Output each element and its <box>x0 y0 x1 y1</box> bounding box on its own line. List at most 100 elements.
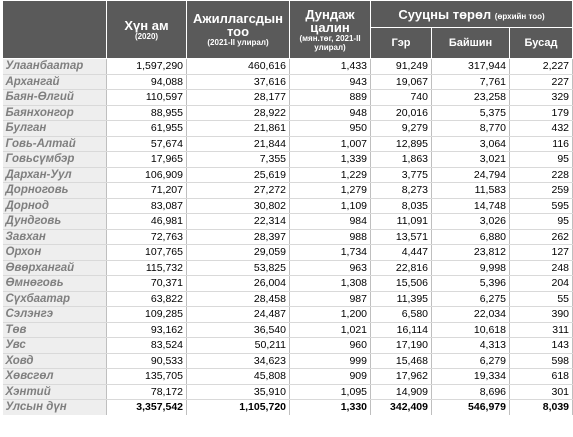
cell-other: 143 <box>509 337 573 354</box>
table-header: Хүн ам (2020) Ажиллагсдын тоо (2021-II у… <box>2 0 573 59</box>
cell-ger: 9,279 <box>370 120 432 137</box>
table-row: Завхан 72,763 28,397 988 13,571 6,880 262 <box>2 229 573 245</box>
cell-ger: 19,067 <box>370 74 432 90</box>
cell-building: 8,770 <box>431 120 510 137</box>
header-housing-sub: (өрхийн тоо) <box>494 11 545 21</box>
cell-other: 259 <box>509 182 573 199</box>
cell-other: 598 <box>509 353 573 369</box>
cell-wage: 1,200 <box>289 306 371 323</box>
cell-other: 95 <box>509 213 573 230</box>
cell-employed: 45,808 <box>186 368 290 385</box>
cell-employed: 25,619 <box>186 167 290 183</box>
table-row: Орхон 107,765 29,059 1,734 4,447 23,812 127 <box>2 244 573 261</box>
cell-population: 110,597 <box>106 89 187 106</box>
cell-employed: 7,355 <box>186 151 290 168</box>
cell-other: 204 <box>509 275 573 292</box>
cell-building: 11,583 <box>431 182 510 199</box>
cell-region: Ховд <box>2 353 107 369</box>
cell-other: 248 <box>509 260 573 276</box>
cell-ger: 6,580 <box>370 306 432 323</box>
cell-other: 2,227 <box>509 58 573 75</box>
table-row: Төв 93,162 36,540 1,021 16,114 10,618 311 <box>2 322 573 338</box>
cell-building: 3,026 <box>431 213 510 230</box>
cell-population: 83,524 <box>106 337 187 354</box>
cell-population: 88,955 <box>106 105 187 121</box>
cell-wage: 963 <box>289 260 371 276</box>
cell-ger: 11,091 <box>370 213 432 230</box>
cell-region: Төв <box>2 322 107 338</box>
cell-population: 109,285 <box>106 306 187 323</box>
table-row: Дархан-Уул 106,909 25,619 1,229 3,775 24,794 2… <box>2 167 573 183</box>
cell-population: 72,763 <box>106 229 187 245</box>
cell-population: 71,207 <box>106 182 187 199</box>
cell-ger: 17,190 <box>370 337 432 354</box>
cell-employed: 37,616 <box>186 74 290 90</box>
cell-ger: 17,962 <box>370 368 432 385</box>
cell-ger: 22,816 <box>370 260 432 276</box>
cell-region: Улсын дүн <box>2 399 107 415</box>
cell-wage: 1,433 <box>289 58 371 75</box>
cell-population: 107,765 <box>106 244 187 261</box>
cell-wage: 988 <box>289 229 371 245</box>
cell-ger: 4,447 <box>370 244 432 261</box>
header-wage-label: Дундаж цалин <box>305 6 355 35</box>
cell-population: 78,172 <box>106 384 187 400</box>
cell-building: 3,064 <box>431 136 510 152</box>
cell-employed: 35,910 <box>186 384 290 400</box>
cell-ger: 20,016 <box>370 105 432 121</box>
cell-wage: 948 <box>289 105 371 121</box>
cell-other: 228 <box>509 167 573 183</box>
cell-other: 227 <box>509 74 573 90</box>
cell-building: 546,979 <box>431 399 510 415</box>
cell-wage: 1,095 <box>289 384 371 400</box>
cell-building: 8,696 <box>431 384 510 400</box>
header-building: Байшин <box>431 27 510 59</box>
cell-wage: 1,021 <box>289 322 371 338</box>
header-employed: Ажиллагсдын тоо (2021-II улирал) <box>186 0 290 59</box>
cell-region: Булган <box>2 120 107 137</box>
cell-region: Дархан-Уул <box>2 167 107 183</box>
cell-other: 311 <box>509 322 573 338</box>
cell-employed: 21,861 <box>186 120 290 137</box>
table-body: Улаанбаатар 1,597,290 460,616 1,433 91,249 31… <box>2 58 573 415</box>
cell-region: Увс <box>2 337 107 354</box>
cell-ger: 740 <box>370 89 432 106</box>
table-row: Хөвсгөл 135,705 45,808 909 17,962 19,334 618 <box>2 368 573 385</box>
statistics-table: Хүн ам (2020) Ажиллагсдын тоо (2021-II у… <box>2 0 573 415</box>
cell-region: Өвөрхангай <box>2 260 107 276</box>
cell-population: 135,705 <box>106 368 187 385</box>
cell-employed: 1,105,720 <box>186 399 290 415</box>
cell-ger: 13,571 <box>370 229 432 245</box>
cell-building: 10,618 <box>431 322 510 338</box>
cell-building: 22,034 <box>431 306 510 323</box>
cell-other: 390 <box>509 306 573 323</box>
cell-region: Говьсүмбэр <box>2 151 107 168</box>
cell-ger: 8,035 <box>370 198 432 214</box>
cell-employed: 34,623 <box>186 353 290 369</box>
header-wage-sub: (мян.төг, 2021-II улирал) <box>299 33 361 52</box>
cell-ger: 3,775 <box>370 167 432 183</box>
cell-other: 329 <box>509 89 573 106</box>
cell-building: 5,396 <box>431 275 510 292</box>
cell-building: 6,279 <box>431 353 510 369</box>
cell-other: 8,039 <box>509 399 573 415</box>
table-row: Говьсүмбэр 17,965 7,355 1,339 1,863 3,021 95 <box>2 151 573 168</box>
cell-region: Дундговь <box>2 213 107 230</box>
cell-region: Сэлэнгэ <box>2 306 107 323</box>
cell-employed: 460,616 <box>186 58 290 75</box>
cell-ger: 15,468 <box>370 353 432 369</box>
cell-employed: 26,004 <box>186 275 290 292</box>
cell-wage: 943 <box>289 74 371 90</box>
cell-region: Улаанбаатар <box>2 58 107 75</box>
cell-wage: 987 <box>289 291 371 307</box>
header-population-sub: (2020) <box>134 31 159 41</box>
cell-building: 5,375 <box>431 105 510 121</box>
cell-other: 618 <box>509 368 573 385</box>
cell-region: Говь-Алтай <box>2 136 107 152</box>
cell-building: 3,021 <box>431 151 510 168</box>
table-row: Булган 61,955 21,861 950 9,279 8,770 432 <box>2 120 573 137</box>
table-row: Хэнтий 78,172 35,910 1,095 14,909 8,696 301 <box>2 384 573 400</box>
cell-building: 6,880 <box>431 229 510 245</box>
cell-wage: 984 <box>289 213 371 230</box>
table-row: Архангай 94,088 37,616 943 19,067 7,761 227 <box>2 74 573 90</box>
